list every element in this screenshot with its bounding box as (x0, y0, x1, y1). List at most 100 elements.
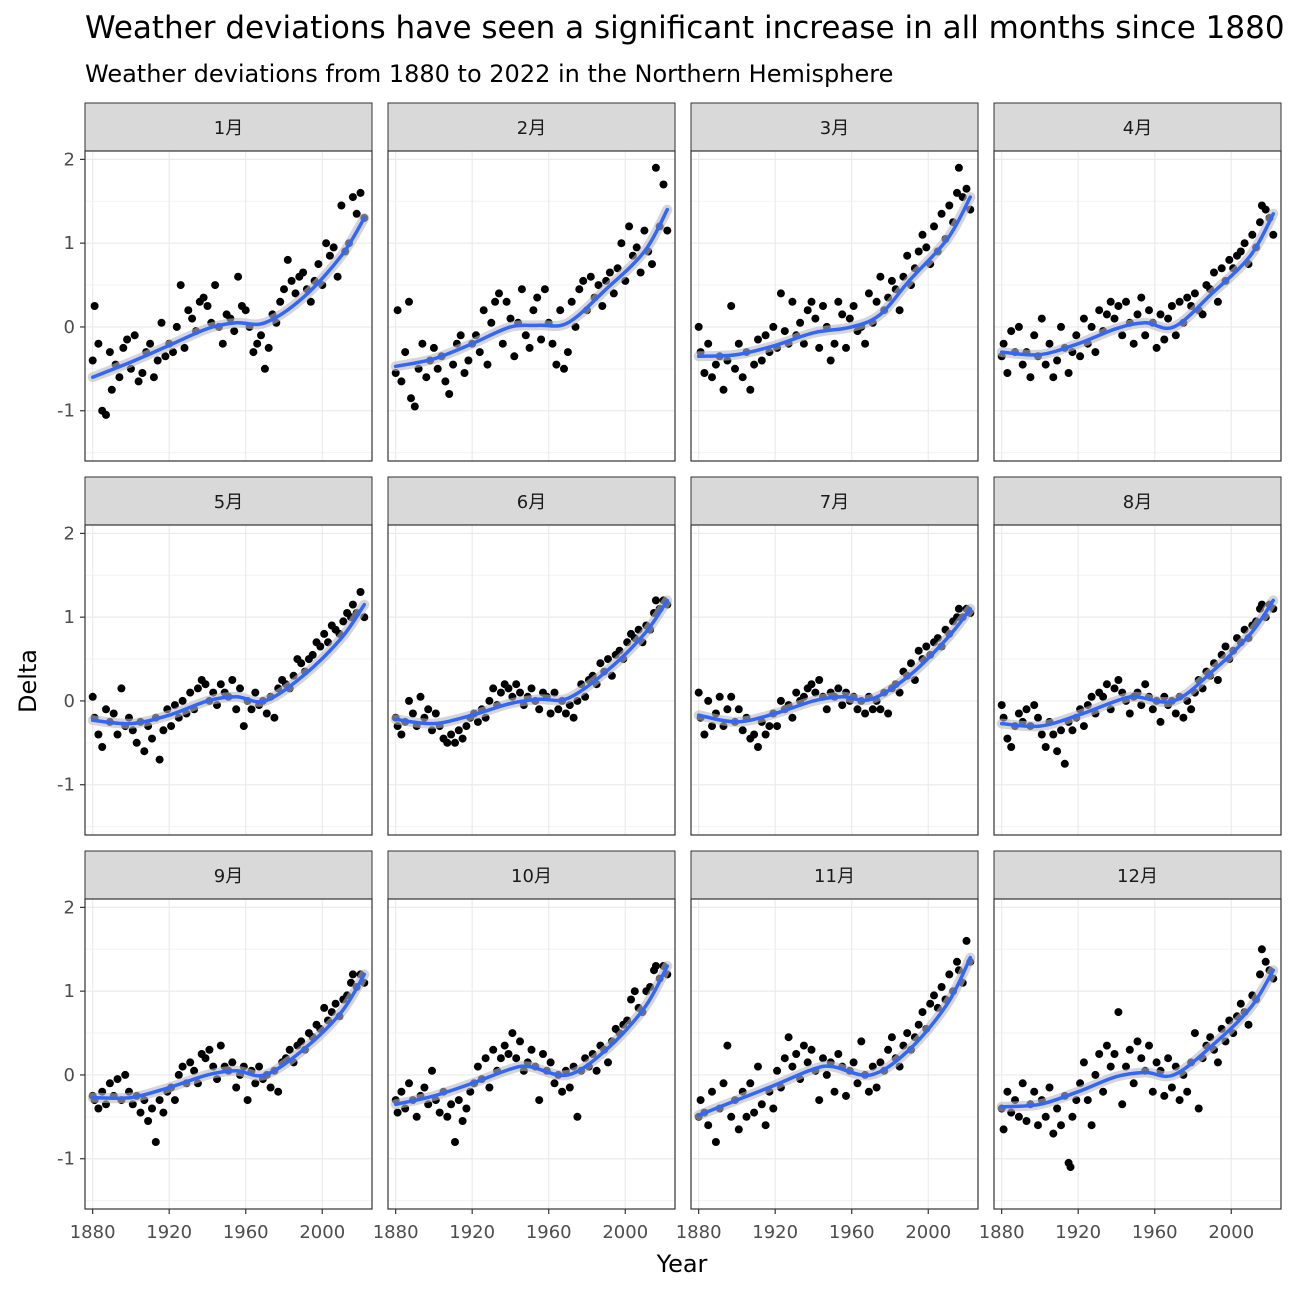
facet-strip (993, 850, 1282, 900)
facet-label: 9月 (214, 866, 243, 887)
data-point (216, 1041, 225, 1050)
data-point (1129, 339, 1138, 348)
data-point (761, 331, 770, 340)
data-point (397, 377, 406, 386)
data-point (218, 339, 227, 348)
data-point (550, 1079, 559, 1088)
data-point (159, 726, 168, 735)
data-point (1198, 310, 1207, 319)
x-tick-label: 2000 (905, 1222, 951, 1243)
data-point (90, 302, 99, 310)
facet-panel: 1月 -1 0 1 2 (57, 102, 373, 462)
data-point (876, 1058, 885, 1067)
data-point (625, 222, 634, 231)
data-point (1057, 726, 1065, 735)
data-point (228, 1058, 237, 1067)
data-point (155, 1096, 164, 1105)
data-point (884, 1045, 893, 1054)
data-point (738, 726, 747, 735)
data-point (1194, 1104, 1203, 1113)
data-point (186, 1058, 195, 1067)
data-point (567, 297, 576, 306)
data-point (464, 356, 473, 365)
data-point (184, 306, 193, 315)
data-point (1079, 314, 1088, 323)
data-point (270, 713, 279, 722)
data-point (788, 1062, 797, 1071)
data-point (348, 193, 357, 202)
data-point (98, 743, 107, 751)
facet-strip (690, 850, 979, 900)
data-point (1187, 705, 1196, 714)
data-point (348, 600, 357, 609)
data-point (627, 995, 635, 1004)
data-point (1125, 1045, 1134, 1054)
x-tick-label: 1880 (676, 1222, 722, 1243)
data-point (537, 335, 546, 344)
data-point (1102, 1041, 1111, 1050)
data-point (280, 285, 288, 294)
data-point (88, 692, 97, 701)
y-tick-label: 1 (64, 607, 75, 628)
data-point (1053, 747, 1062, 756)
data-point (750, 730, 759, 739)
data-point (496, 688, 505, 697)
data-point (651, 596, 660, 605)
data-point (1072, 331, 1081, 340)
panel-background (85, 899, 372, 1209)
x-tick-label: 1880 (979, 1222, 1025, 1243)
data-point (727, 692, 736, 701)
data-point (105, 348, 114, 357)
data-point (121, 1070, 130, 1079)
data-point (776, 696, 785, 705)
data-point (830, 1087, 839, 1096)
data-point (945, 970, 954, 979)
data-point (266, 1083, 275, 1092)
smooth-trend-line (696, 955, 973, 1117)
data-point (734, 1125, 743, 1134)
data-point (1236, 247, 1245, 256)
data-point (287, 276, 296, 285)
data-point (525, 343, 534, 352)
data-point (1034, 1121, 1042, 1130)
panel-border (387, 150, 676, 462)
facet-strip (993, 476, 1282, 526)
data-point (573, 1112, 582, 1121)
data-point (153, 356, 162, 365)
panel-border (690, 524, 979, 836)
data-point (352, 209, 361, 218)
data-point (903, 251, 912, 260)
data-point (473, 717, 482, 726)
data-point (708, 373, 716, 382)
data-point (325, 251, 334, 260)
data-point (1030, 701, 1039, 710)
data-point (761, 730, 770, 739)
data-point (1003, 734, 1012, 743)
data-point (320, 1003, 329, 1012)
data-point (408, 709, 417, 718)
data-point (734, 339, 743, 348)
data-point (953, 188, 961, 197)
facet-label: 5月 (214, 492, 243, 513)
facet-label: 2月 (517, 118, 546, 139)
data-point (853, 1079, 862, 1088)
data-point (1129, 1079, 1138, 1088)
data-point (819, 1054, 827, 1063)
data-point (274, 1087, 283, 1096)
data-point (253, 339, 262, 348)
data-point (205, 1045, 214, 1054)
data-point (1079, 1058, 1088, 1067)
data-point (711, 360, 720, 369)
data-point (1141, 680, 1150, 689)
data-point (138, 369, 147, 377)
data-point (811, 314, 820, 323)
data-point (102, 410, 110, 419)
data-point (719, 1079, 728, 1088)
data-point (907, 659, 915, 668)
data-point (401, 348, 410, 357)
data-point (297, 659, 306, 668)
data-point (159, 1108, 168, 1117)
data-point (508, 1029, 517, 1038)
data-point (1225, 255, 1234, 264)
data-point (157, 318, 166, 327)
